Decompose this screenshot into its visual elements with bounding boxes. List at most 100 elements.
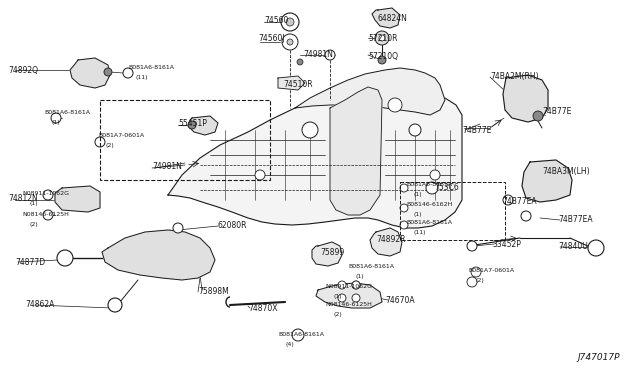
Text: (1): (1) <box>356 274 365 279</box>
Circle shape <box>375 31 389 45</box>
Circle shape <box>57 250 73 266</box>
Polygon shape <box>316 283 382 308</box>
Circle shape <box>378 56 386 64</box>
Circle shape <box>409 124 421 136</box>
Text: (11): (11) <box>414 230 426 235</box>
Circle shape <box>352 294 360 302</box>
Text: 74981N: 74981N <box>152 162 182 171</box>
Text: B081A6-8161A: B081A6-8161A <box>406 182 452 187</box>
Text: (2): (2) <box>476 278 484 283</box>
Text: 75899: 75899 <box>320 248 344 257</box>
Text: (1): (1) <box>414 212 422 217</box>
Polygon shape <box>370 228 402 256</box>
Circle shape <box>588 240 604 256</box>
Text: 74892R: 74892R <box>376 235 406 244</box>
Circle shape <box>533 111 543 121</box>
Circle shape <box>108 298 122 312</box>
Circle shape <box>173 223 183 233</box>
Text: 753C6: 753C6 <box>434 183 459 192</box>
Text: 74892Q: 74892Q <box>8 66 38 75</box>
Circle shape <box>352 281 360 289</box>
Text: 62080R: 62080R <box>218 221 248 230</box>
Circle shape <box>51 113 61 123</box>
Circle shape <box>400 204 408 212</box>
Text: 74B77EA: 74B77EA <box>558 215 593 224</box>
Text: N08146-6125H: N08146-6125H <box>325 302 372 307</box>
Circle shape <box>467 241 477 251</box>
Text: 74877D: 74877D <box>15 258 45 267</box>
Text: 55451P: 55451P <box>178 119 207 128</box>
Circle shape <box>352 281 360 289</box>
Text: 74862A: 74862A <box>25 300 54 309</box>
Circle shape <box>400 221 408 229</box>
Circle shape <box>430 170 440 180</box>
Text: N08146-6125H: N08146-6125H <box>22 212 69 217</box>
Text: 33452P: 33452P <box>492 240 521 249</box>
Text: B081A6-8161A: B081A6-8161A <box>44 110 90 115</box>
Circle shape <box>471 267 481 277</box>
Text: (1): (1) <box>414 192 422 197</box>
Bar <box>100 100 270 180</box>
Circle shape <box>400 184 408 192</box>
Text: (1): (1) <box>333 294 342 299</box>
Polygon shape <box>522 160 572 202</box>
Polygon shape <box>70 58 110 88</box>
Text: 74560J: 74560J <box>258 34 285 43</box>
Text: 74BA2M(RH): 74BA2M(RH) <box>490 72 539 81</box>
Text: B081A7-0601A: B081A7-0601A <box>98 133 144 138</box>
Text: 74B77E: 74B77E <box>542 107 572 116</box>
Circle shape <box>188 121 196 129</box>
Text: (2): (2) <box>333 312 342 317</box>
Text: B081A6-8161A: B081A6-8161A <box>348 264 394 269</box>
Text: 64824N: 64824N <box>378 14 408 23</box>
Polygon shape <box>188 116 218 135</box>
Text: B081A6-8161A: B081A6-8161A <box>406 220 452 225</box>
Bar <box>400 182 505 240</box>
Text: 74812N: 74812N <box>8 194 38 203</box>
Circle shape <box>287 39 293 45</box>
Circle shape <box>467 277 477 287</box>
Polygon shape <box>278 76 305 90</box>
Text: B081A7-0601A: B081A7-0601A <box>468 268 514 273</box>
Polygon shape <box>503 75 548 122</box>
Text: 75898M: 75898M <box>198 287 228 296</box>
Text: 74BA3M(LH): 74BA3M(LH) <box>542 167 589 176</box>
Text: 74670A: 74670A <box>385 296 415 305</box>
Text: 57210Q: 57210Q <box>368 52 398 61</box>
Circle shape <box>292 329 304 341</box>
Circle shape <box>338 294 346 302</box>
Circle shape <box>43 190 53 200</box>
Text: (11): (11) <box>136 75 148 80</box>
Circle shape <box>325 50 335 60</box>
Circle shape <box>282 34 298 50</box>
Polygon shape <box>168 90 462 228</box>
Text: 74510R: 74510R <box>283 80 312 89</box>
Text: 74560: 74560 <box>264 16 289 25</box>
Text: 74B77E: 74B77E <box>462 126 492 135</box>
Text: 57210R: 57210R <box>368 34 397 43</box>
Polygon shape <box>295 68 445 115</box>
Circle shape <box>281 13 299 31</box>
Text: (2): (2) <box>106 143 115 148</box>
Text: J747017P: J747017P <box>577 353 620 362</box>
Circle shape <box>43 210 53 220</box>
Circle shape <box>104 68 112 76</box>
Text: 74870X: 74870X <box>248 304 278 313</box>
Text: N08911-1062G: N08911-1062G <box>325 284 372 289</box>
Text: (1): (1) <box>52 120 61 125</box>
Circle shape <box>302 122 318 138</box>
Polygon shape <box>330 87 382 215</box>
Circle shape <box>338 281 346 289</box>
Polygon shape <box>102 230 215 280</box>
Text: 74840U: 74840U <box>558 242 588 251</box>
Text: N08911-1062G: N08911-1062G <box>22 191 69 196</box>
Text: B081A6-8161A: B081A6-8161A <box>128 65 174 70</box>
Circle shape <box>297 59 303 65</box>
Circle shape <box>255 170 265 180</box>
Text: (1): (1) <box>30 201 38 206</box>
Polygon shape <box>55 186 100 212</box>
Circle shape <box>379 35 385 41</box>
Circle shape <box>95 137 105 147</box>
Text: 74B77EA: 74B77EA <box>502 197 536 206</box>
Text: (4): (4) <box>286 342 295 347</box>
